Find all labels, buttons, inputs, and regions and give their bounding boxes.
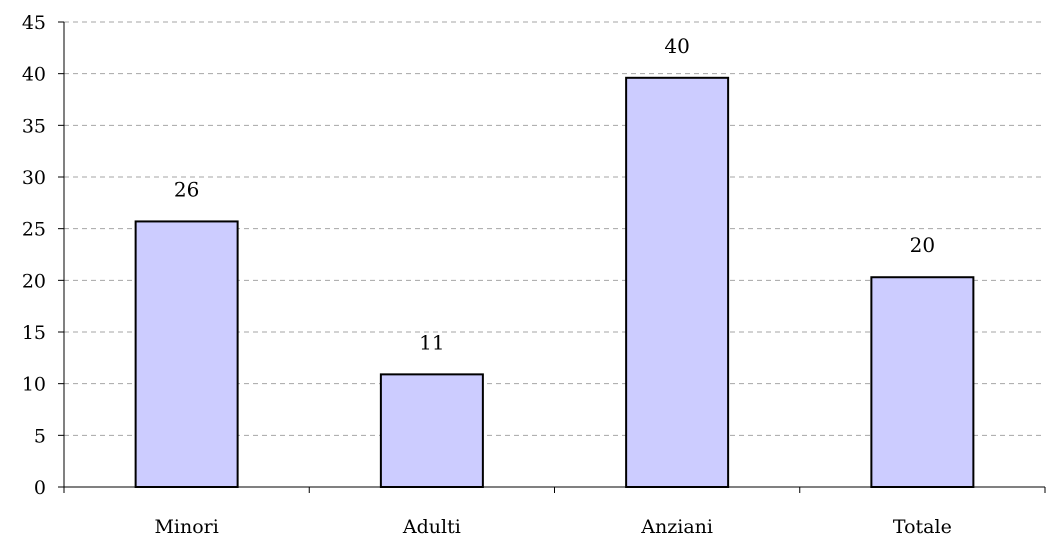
bar [870,276,975,488]
bars [134,76,975,489]
data-labels: 26 11 40 20 [174,34,935,355]
y-tick-label: 45 [22,12,46,34]
data-label: 20 [910,233,935,257]
x-category-label: Minori [154,516,218,538]
y-tick-label: 35 [22,115,46,137]
x-category-label: Anziani [640,516,713,538]
y-tick-label: 25 [22,219,46,241]
y-tick-label: 5 [34,425,46,447]
y-tick-label: 15 [22,322,46,344]
x-category-label: Adulti [402,516,461,538]
y-axis-ticks: 0 5 10 15 20 25 30 35 40 45 [22,12,64,499]
bar [379,373,484,488]
y-tick-label: 40 [22,64,46,86]
data-label: 26 [174,177,199,201]
y-tick-label: 30 [22,167,46,189]
y-tick-label: 10 [22,374,46,396]
x-axis-categories: Minori Adulti Anziani Totale [63,487,1046,538]
data-label: 11 [419,330,444,354]
x-category-label: Totale [893,516,952,538]
y-tick-label: 20 [22,270,46,292]
y-tick-label: 0 [34,477,46,499]
bar [625,76,730,489]
bar [134,220,239,489]
data-label: 40 [664,34,689,58]
